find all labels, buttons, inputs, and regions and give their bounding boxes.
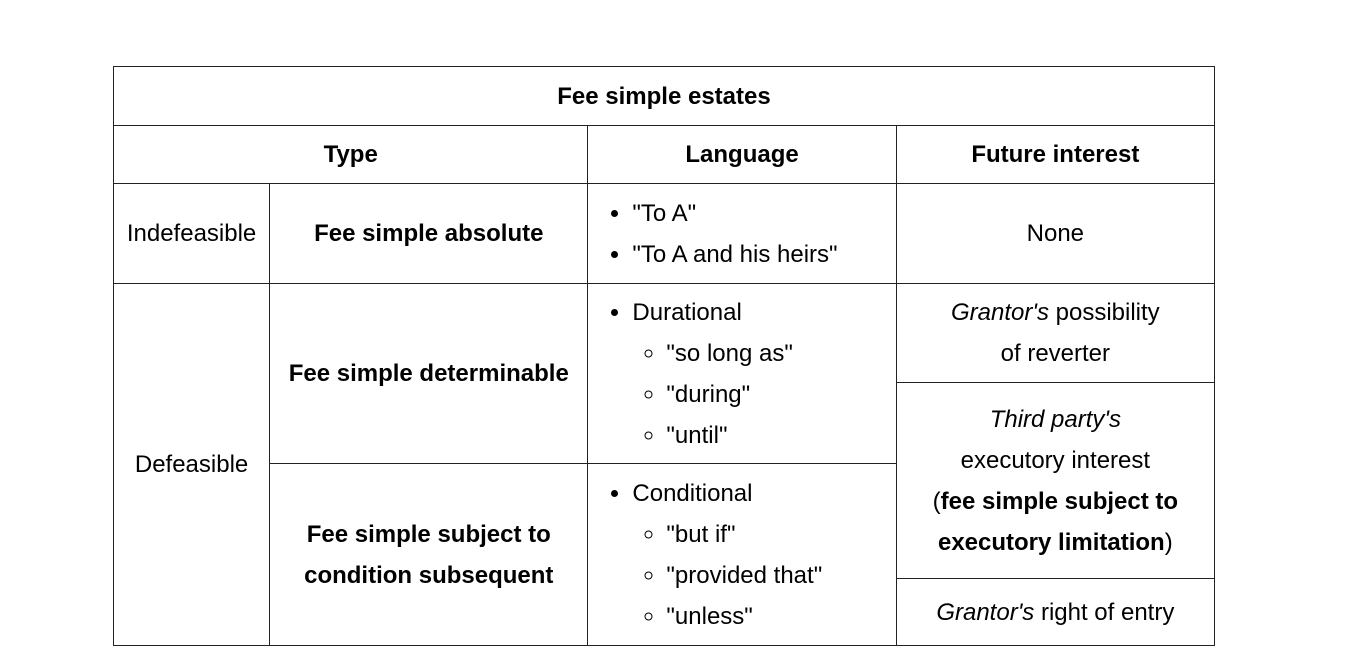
reverter-line2: of reverter [1000, 340, 1111, 367]
estate-fee-simple-absolute: Fee simple absolute [269, 183, 589, 284]
estate-fee-simple-condition-subsequent: Fee simple subject to condition subseque… [269, 463, 589, 646]
table-row-determinable-2: Third party's executory interest (fee si… [114, 382, 1216, 579]
table-row-indefeasible: Indefeasible Fee simple absolute "To A" … [112, 183, 1216, 284]
executory-italic: Third party's [989, 405, 1121, 433]
language-subitem: "during" [666, 374, 895, 415]
language-indefeasible: "To A" "To A and his heirs" [587, 183, 897, 284]
language-condition-subsequent: Conditional "but if" "provided that" "un… [587, 463, 897, 646]
executory-bold1: fee simple subject to [940, 487, 1179, 515]
executory-line2: executory interest [960, 446, 1151, 474]
language-subitem: "unless" [666, 596, 895, 637]
future-interest-none: None [895, 183, 1216, 284]
header-type: Type [112, 125, 589, 184]
language-item-conditional: Conditional "but if" "provided that" "un… [632, 473, 895, 637]
reverter-italic: Grantor's [951, 299, 1049, 326]
language-item-durational: Durational "so long as" "during" "until" [632, 292, 895, 456]
language-item: "To A and his heirs" [632, 234, 895, 275]
executory-paren-close: ) [1164, 528, 1173, 556]
language-head: Durational [632, 298, 742, 326]
table-row-condition-subsequent: Fee simple subject to condition subseque… [114, 463, 1215, 646]
category-indefeasible: Indefeasible [112, 183, 271, 284]
table-title: Fee simple estates [113, 66, 1215, 126]
table-row-condition-subsequent-2: Grantor's right of entry [114, 578, 1216, 646]
header-language: Language [587, 125, 897, 184]
table-header-row: Type Language Future interest [112, 125, 1216, 184]
future-interest-executory: Third party's executory interest (fee si… [895, 382, 1216, 579]
fee-simple-estates-table: Fee simple estates Type Language Future … [112, 66, 1216, 646]
estate-fee-simple-determinable: Fee simple determinable [269, 283, 589, 464]
estate-line2: condition subsequent [304, 561, 554, 589]
language-subitem: "so long as" [666, 333, 895, 374]
category-defeasible: Defeasible [112, 283, 271, 646]
language-determinable: Durational "so long as" "during" "until" [587, 283, 897, 464]
executory-bold2: executory limitation [937, 528, 1165, 556]
executory-paren-open: ( [932, 487, 941, 515]
entry-rest: right of entry [1034, 598, 1175, 626]
language-subitem: "provided that" [666, 555, 895, 596]
reverter-rest: possibility [1048, 299, 1160, 326]
table-title-row: Fee simple estates [113, 66, 1215, 126]
language-subitem: "but if" [666, 514, 895, 555]
language-subitem: "until" [666, 415, 895, 456]
future-interest-reverter: Grantor's possibility of reverter [895, 283, 1216, 383]
entry-italic: Grantor's [936, 598, 1035, 626]
header-future-interest: Future interest [895, 125, 1216, 184]
language-item: "To A" [632, 193, 895, 234]
estate-line1: Fee simple subject to [306, 520, 551, 548]
future-interest-right-of-entry: Grantor's right of entry [895, 578, 1216, 646]
table-row-determinable: Defeasible Fee simple determinable Durat… [112, 283, 1216, 646]
language-head: Conditional [632, 479, 753, 507]
